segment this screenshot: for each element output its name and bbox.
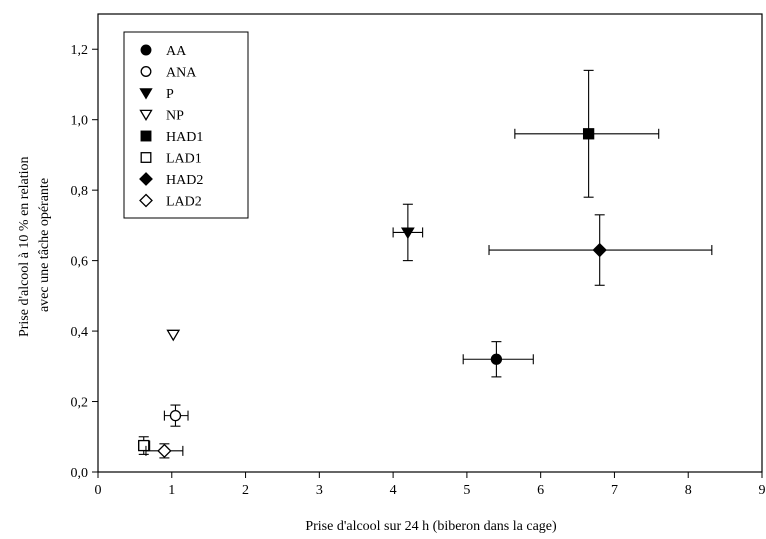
data-point-np — [166, 329, 181, 342]
series-np — [166, 329, 181, 342]
legend-label-had2: HAD2 — [166, 173, 203, 188]
series-had2 — [488, 214, 713, 286]
legend-marker-had2 — [139, 172, 153, 186]
legend-label-p: P — [166, 87, 174, 102]
legend-marker-np — [139, 109, 153, 122]
data-point-aa — [490, 353, 503, 365]
x-tick-label: 9 — [759, 483, 766, 498]
x-axis-title: Prise d'alcool sur 24 h (biberon dans la… — [305, 519, 557, 534]
data-point-lad2 — [157, 443, 172, 459]
y-tick-label: 0,2 — [71, 396, 89, 411]
data-points — [138, 69, 713, 459]
x-tick-label: 5 — [463, 483, 470, 498]
legend-marker-lad1 — [140, 152, 152, 163]
x-tick-label: 1 — [168, 483, 175, 498]
series-aa — [462, 341, 534, 378]
x-tick-label: 0 — [95, 483, 102, 498]
series-p — [392, 203, 424, 262]
legend-label-aa: AA — [166, 44, 187, 59]
series-had1 — [514, 69, 660, 198]
legend: AA ANA P NP HAD1 LAD1 HAD2 LAD2 — [123, 31, 249, 219]
data-point-lad1 — [138, 439, 150, 452]
legend-marker-p — [139, 88, 153, 100]
legend-label-lad2: LAD2 — [166, 195, 202, 210]
plot-frame — [97, 13, 763, 473]
series-lad2 — [145, 443, 184, 459]
y-tick-label: 0,6 — [71, 255, 89, 270]
legend-label-ana: ANA — [166, 66, 197, 81]
series-ana — [163, 404, 189, 427]
x-tick-label: 3 — [316, 483, 323, 498]
data-point-had1 — [582, 128, 595, 140]
data-point-p — [400, 227, 415, 240]
series-lad1 — [138, 436, 151, 455]
legend-marker-aa — [140, 44, 152, 56]
x-tick-label: 8 — [685, 483, 692, 498]
y-tick-label: 0,0 — [71, 466, 89, 481]
legend-label-np: NP — [166, 109, 184, 124]
y-axis-title-line-1: Prise d'alcool à 10 % en relation — [17, 156, 32, 337]
y-tick-label: 0,4 — [71, 325, 89, 340]
legend-label-lad1: LAD1 — [166, 152, 202, 167]
x-tick-label: 6 — [537, 483, 544, 498]
x-tick-label: 7 — [611, 483, 618, 498]
y-tick-label: 0,8 — [71, 184, 89, 199]
legend-marker-ana — [140, 66, 152, 77]
x-tick-label: 4 — [390, 483, 397, 498]
data-point-had2 — [592, 242, 607, 258]
legend-marker-had1 — [140, 130, 152, 142]
y-tick-label: 1,0 — [71, 114, 89, 129]
legend-marker-lad2 — [139, 193, 153, 208]
y-axis-title: Prise d'alcool à 10 % en relation avec u… — [17, 153, 52, 337]
data-point-ana — [169, 409, 182, 422]
y-tick-label: 1,2 — [71, 43, 89, 58]
legend-box — [123, 31, 249, 219]
axes: 0 1 2 3 4 5 6 7 8 9 0,0 0,2 0,4 0,6 0,8 1,0 1,2 — [71, 13, 766, 498]
y-axis-title-line-2: avec une tâche opérante — [37, 178, 52, 312]
x-tick-label: 2 — [242, 483, 249, 498]
legend-label-had1: HAD1 — [166, 130, 203, 145]
